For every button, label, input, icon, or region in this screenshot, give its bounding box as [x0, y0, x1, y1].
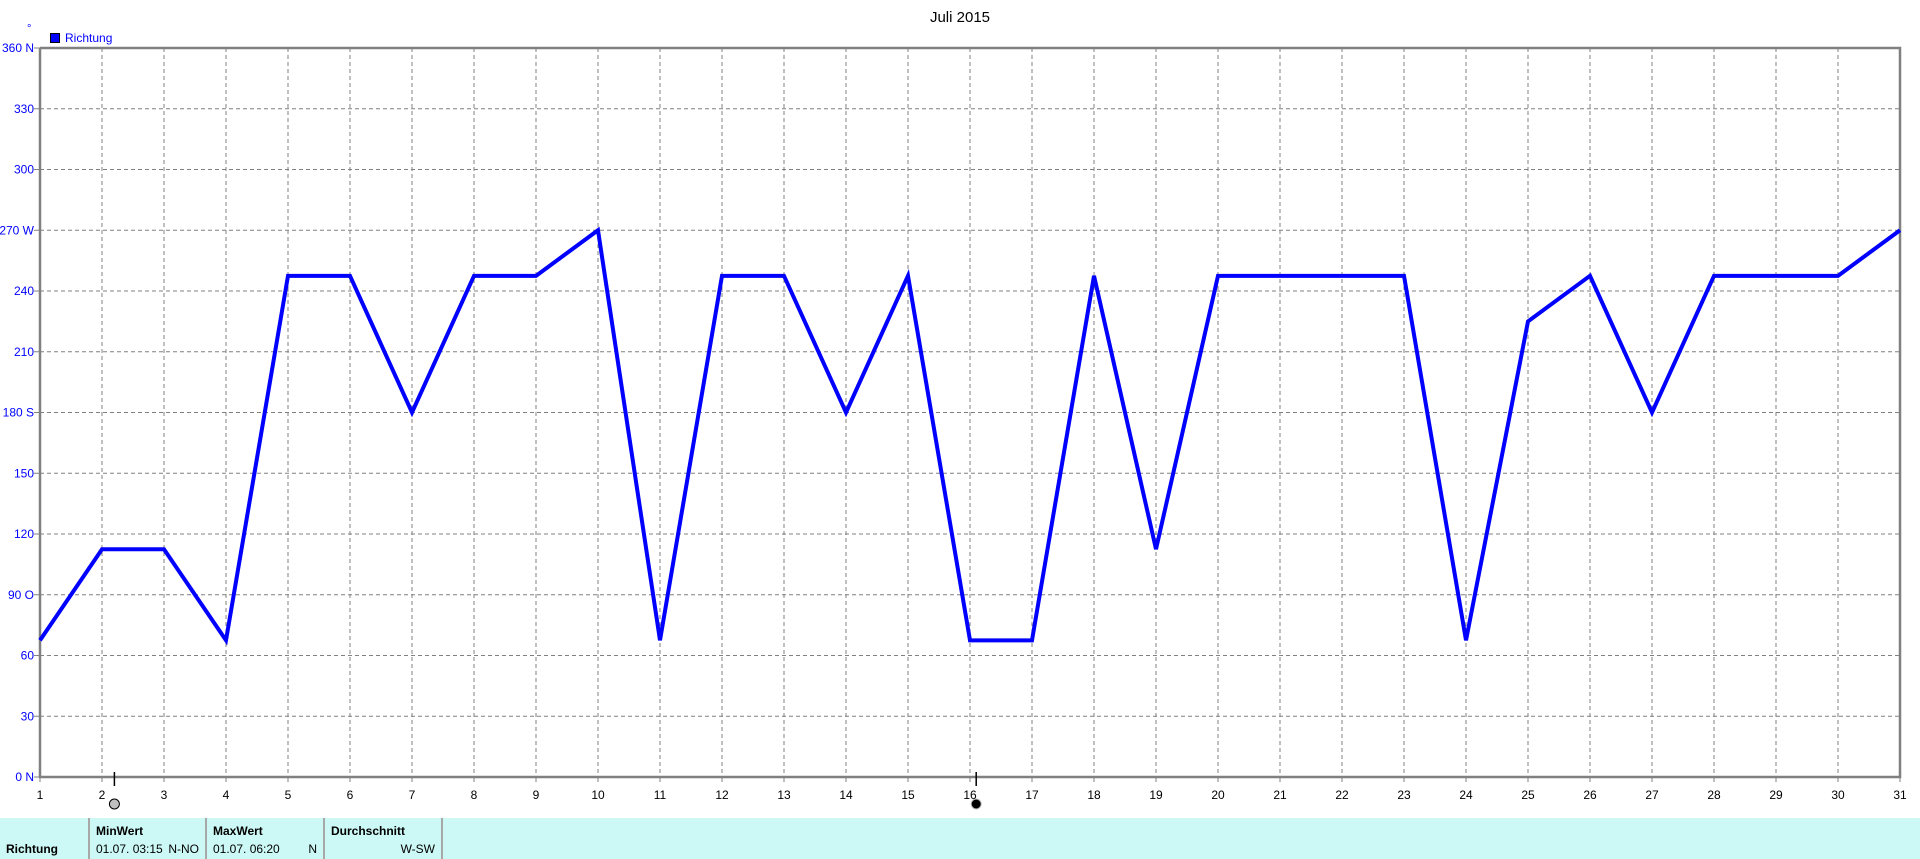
chart-title: Juli 2015 [930, 9, 990, 26]
x-tick-label: 2 [99, 788, 106, 802]
y-tick-label: 180 S [3, 406, 34, 420]
min-header: MinWert [96, 824, 144, 838]
legend-label: Richtung [65, 31, 112, 45]
max-value: N [308, 842, 317, 856]
x-tick-label: 5 [285, 788, 292, 802]
min-value: N-NO [168, 842, 199, 856]
x-tick-label: 21 [1273, 788, 1287, 802]
max-marker-icon [970, 798, 982, 810]
y-tick-label: 210 [14, 345, 34, 359]
x-tick-label: 1 [37, 788, 44, 802]
x-tick-label: 10 [591, 788, 605, 802]
x-tick-label: 13 [777, 788, 791, 802]
x-tick-label: 19 [1149, 788, 1163, 802]
avg-cell: Durchschnitt W-SW [325, 818, 443, 859]
row-label-cell: Richtung [0, 818, 90, 859]
x-tick-label: 15 [901, 788, 915, 802]
x-tick-label: 6 [347, 788, 354, 802]
x-tick-label: 26 [1583, 788, 1597, 802]
avg-header: Durchschnitt [331, 824, 406, 838]
x-tick-label: 24 [1459, 788, 1473, 802]
y-tick-label: 60 [21, 649, 35, 663]
x-tick-label: 8 [471, 788, 478, 802]
y-tick-label: 330 [14, 102, 34, 116]
statistics-panel: Richtung MinWert 01.07. 03:15 N-NO MaxWe… [0, 818, 1920, 859]
y-tick-label: 270 W [0, 223, 35, 237]
x-tick-label: 30 [1831, 788, 1845, 802]
x-tick-label: 22 [1335, 788, 1349, 802]
x-tick-label: 7 [409, 788, 416, 802]
x-tick-label: 25 [1521, 788, 1535, 802]
x-tick-label: 20 [1211, 788, 1225, 802]
y-tick-label: 120 [14, 527, 34, 541]
x-tick-label: 4 [223, 788, 230, 802]
max-time: 01.07. 06:20 [213, 842, 280, 856]
x-tick-label: 16 [963, 788, 977, 802]
x-tick-label: 14 [839, 788, 853, 802]
max-cell: MaxWert 01.07. 06:20 N [207, 818, 325, 859]
y-tick-label: 300 [14, 163, 34, 177]
y-tick-label: 240 [14, 284, 34, 298]
legend-swatch [50, 33, 60, 43]
min-time: 01.07. 03:15 [96, 842, 163, 856]
x-tick-label: 3 [161, 788, 168, 802]
y-tick-label: 90 O [8, 588, 34, 602]
plot-frame [38, 46, 1902, 779]
x-tick-label: 11 [654, 788, 667, 802]
x-tick-label: 28 [1707, 788, 1721, 802]
min-marker-icon [108, 798, 120, 810]
x-tick-label: 27 [1645, 788, 1659, 802]
x-tick-label: 17 [1025, 788, 1039, 802]
x-tick-label: 31 [1893, 788, 1907, 802]
x-tick-label: 12 [715, 788, 729, 802]
x-tick-label: 9 [533, 788, 540, 802]
x-tick-label: 18 [1087, 788, 1101, 802]
y-tick-label: 0 N [15, 770, 34, 784]
min-cell: MinWert 01.07. 03:15 N-NO [90, 818, 207, 859]
y-tick-label: 360 N [2, 41, 34, 55]
x-tick-label: 23 [1397, 788, 1411, 802]
x-tick-label: 29 [1769, 788, 1783, 802]
avg-value: W-SW [400, 842, 435, 856]
max-header: MaxWert [213, 824, 263, 838]
row-label: Richtung [6, 842, 58, 856]
y-tick-label: 150 [14, 466, 34, 480]
y-tick-label: 30 [21, 709, 35, 723]
y-unit-label: ° [27, 23, 31, 35]
